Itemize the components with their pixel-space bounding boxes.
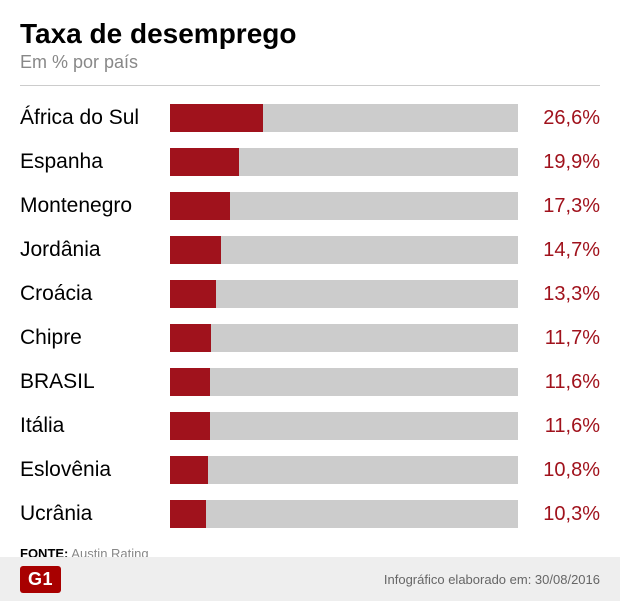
logo-badge: G1 [20, 566, 61, 593]
bar-row: Eslovênia 10,8% [20, 452, 600, 488]
bar-track [170, 456, 518, 484]
bar-track [170, 192, 518, 220]
bar-track [170, 280, 518, 308]
bar-value: 19,9% [528, 151, 600, 174]
bar-row: Croácia 13,3% [20, 276, 600, 312]
bar-row: BRASIL 11,6% [20, 364, 600, 400]
bar-track [170, 324, 518, 352]
bar-label: Jordânia [20, 238, 170, 262]
bar-label: Croácia [20, 282, 170, 306]
divider [20, 85, 600, 86]
bar-chart: África do Sul 26,6% Espanha 19,9% Montenegro… [20, 100, 600, 532]
bar-fill [170, 412, 210, 440]
bar-fill [170, 192, 230, 220]
bar-fill [170, 500, 206, 528]
footer: G1 Infográfico elaborado em: 30/08/2016 [0, 557, 620, 601]
bar-track [170, 500, 518, 528]
bar-row: África do Sul 26,6% [20, 100, 600, 136]
bar-fill [170, 324, 211, 352]
chart-subtitle: Em % por país [20, 52, 600, 73]
bar-fill [170, 104, 263, 132]
bar-track [170, 412, 518, 440]
bar-label: BRASIL [20, 370, 170, 394]
bar-row: Espanha 19,9% [20, 144, 600, 180]
chart-title: Taxa de desemprego [20, 18, 600, 50]
bar-value: 11,6% [528, 415, 600, 438]
bar-label: Montenegro [20, 194, 170, 218]
bar-fill [170, 236, 221, 264]
bar-track [170, 148, 518, 176]
bar-value: 11,6% [528, 371, 600, 394]
bar-label: Itália [20, 414, 170, 438]
bar-row: Ucrânia 10,3% [20, 496, 600, 532]
bar-label: Eslovênia [20, 458, 170, 482]
bar-row: Itália 11,6% [20, 408, 600, 444]
bar-label: África do Sul [20, 106, 170, 130]
bar-track [170, 236, 518, 264]
bar-row: Montenegro 17,3% [20, 188, 600, 224]
bar-value: 13,3% [528, 283, 600, 306]
bar-row: Chipre 11,7% [20, 320, 600, 356]
bar-fill [170, 456, 208, 484]
bar-value: 10,3% [528, 503, 600, 526]
bar-value: 11,7% [528, 327, 600, 350]
bar-label: Ucrânia [20, 502, 170, 526]
bar-value: 14,7% [528, 239, 600, 262]
bar-label: Espanha [20, 150, 170, 174]
footer-date: Infográfico elaborado em: 30/08/2016 [384, 572, 600, 587]
bar-value: 17,3% [528, 195, 600, 218]
bar-track [170, 104, 518, 132]
bar-fill [170, 148, 239, 176]
bar-fill [170, 368, 210, 396]
bar-value: 26,6% [528, 107, 600, 130]
bar-row: Jordânia 14,7% [20, 232, 600, 268]
bar-track [170, 368, 518, 396]
bar-fill [170, 280, 216, 308]
bar-label: Chipre [20, 326, 170, 350]
bar-value: 10,8% [528, 459, 600, 482]
